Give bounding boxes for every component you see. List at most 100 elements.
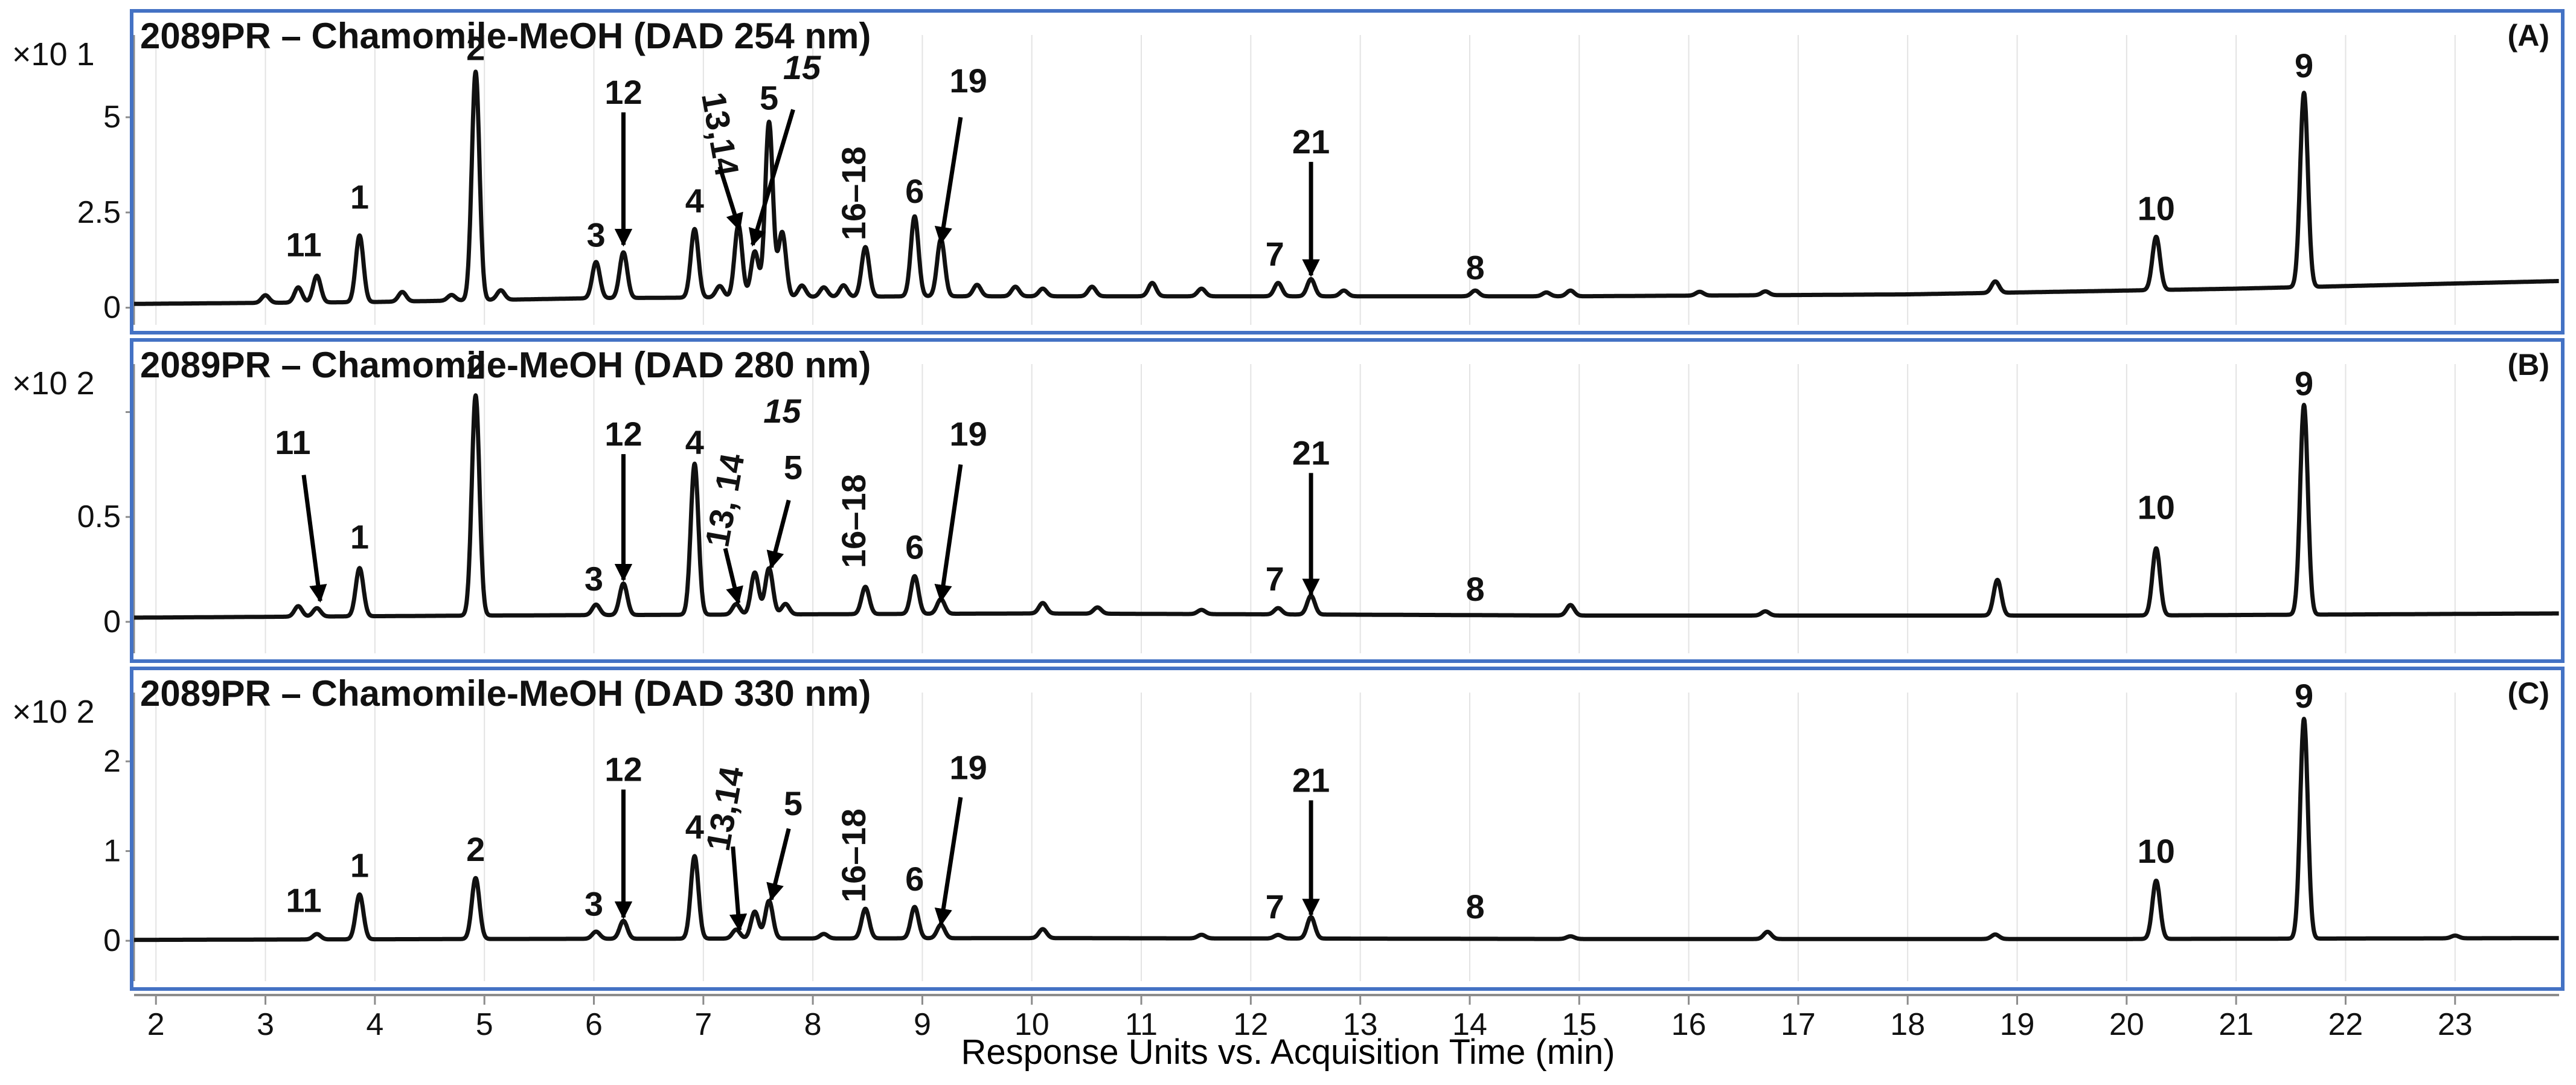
peak-label: 8 — [1466, 570, 1484, 608]
peak-arrow — [717, 166, 743, 232]
y-multiplier: ×10 1 — [12, 36, 95, 72]
peak-arrow — [934, 117, 963, 245]
x-tick-label: 11 — [1125, 1007, 1158, 1042]
x-tick-label: 8 — [804, 1007, 822, 1042]
peak-arrow — [723, 548, 743, 605]
peak-arrow — [748, 109, 795, 247]
peak-label: 12 — [604, 415, 642, 453]
x-tick-label: 9 — [914, 1007, 931, 1042]
peak-label: 8 — [1466, 888, 1484, 926]
y-multiplier: ×10 2 — [12, 694, 95, 730]
peak-label: 12 — [604, 751, 642, 789]
panel-title: 2089PR – Chamomile-MeOH (DAD 330 nm) — [140, 673, 871, 714]
peak-label: 2 — [466, 30, 485, 68]
peak-label: 19 — [949, 749, 987, 787]
peak-label: 6 — [905, 528, 924, 566]
panel-label: (B) — [2508, 348, 2549, 382]
x-tick-label: 12 — [1233, 1007, 1268, 1042]
peak-label: 4 — [685, 182, 704, 220]
chromatogram-trace — [132, 69, 2561, 306]
y-tick-label: 2.5 — [77, 195, 121, 230]
peak-label: 13,14 — [699, 764, 751, 854]
peak-label: 15 — [783, 48, 821, 86]
x-tick-label: 3 — [257, 1007, 274, 1042]
gridlines — [155, 35, 2456, 325]
x-tick-label: 15 — [1562, 1007, 1597, 1042]
x-tick-label: 22 — [2328, 1007, 2363, 1042]
y-axis: 02.55 — [77, 35, 135, 325]
peak-label: 21 — [1292, 123, 1330, 161]
x-tick-label: 10 — [1014, 1007, 1049, 1042]
peak-arrow — [766, 828, 791, 901]
peak-label: 13,14 — [694, 89, 746, 179]
x-tick-label: 13 — [1343, 1007, 1378, 1042]
peak-label: 15 — [763, 392, 801, 430]
panel-title: 2089PR – Chamomile-MeOH (DAD 280 nm) — [140, 345, 871, 385]
peak-label: 9 — [2295, 677, 2313, 715]
x-tick-label: 14 — [1452, 1007, 1487, 1042]
panel-frame — [130, 338, 2565, 663]
panel-frame — [130, 9, 2565, 334]
x-tick-label: 6 — [585, 1007, 603, 1042]
peak-label: 3 — [585, 885, 603, 923]
panel-label: (C) — [2508, 676, 2549, 710]
peak-arrow — [934, 796, 963, 927]
peak-label: 3 — [587, 216, 606, 254]
peak-label: 10 — [2138, 488, 2175, 526]
peak-label: 11 — [286, 225, 321, 263]
x-tick-label: 23 — [2438, 1007, 2473, 1042]
y-tick-label: 5 — [103, 100, 121, 135]
x-axis: 2 3 4 5 6 7 8 9 10 11 12 13 14 15 16 17 18 19 20 21 22 23 — [134, 994, 2559, 1042]
y-tick-label: 0 — [103, 923, 121, 958]
x-axis-label: Response Units vs. Acquisition Time (min… — [961, 1032, 1615, 1072]
peak-label: 19 — [949, 62, 987, 100]
peak-label: 10 — [2138, 832, 2175, 870]
peak-label: 5 — [760, 79, 778, 117]
peak-label: 11 — [286, 882, 321, 920]
y-tick-label: 1 — [103, 834, 121, 869]
panel-frame — [130, 667, 2565, 991]
peak-label: 6 — [905, 860, 924, 898]
x-tick-label: 20 — [2109, 1007, 2144, 1042]
peak-label: 5 — [784, 784, 803, 822]
peak-label: 2 — [466, 830, 485, 868]
x-tick-label: 2 — [147, 1007, 165, 1042]
peak-label: 21 — [1292, 761, 1330, 799]
peak-label: 16–18 — [835, 474, 873, 568]
peak-label: 2 — [466, 348, 485, 386]
peak-label: 12 — [604, 73, 642, 111]
peak-label: 6 — [905, 172, 924, 210]
gridlines — [155, 693, 2456, 981]
peak-label: 1 — [350, 847, 369, 885]
peak-label: 3 — [585, 560, 603, 598]
y-tick-label: 0.5 — [77, 499, 121, 534]
peak-arrow — [766, 499, 791, 569]
x-tick-label: 17 — [1781, 1007, 1816, 1042]
panel-label: (A) — [2508, 19, 2549, 53]
chromatogram-trace — [132, 717, 2561, 943]
peak-label: 9 — [2295, 365, 2313, 403]
peak-arrow — [729, 846, 748, 932]
peak-arrow — [934, 464, 963, 603]
x-tick-label: 21 — [2219, 1007, 2254, 1042]
peak-label: 9 — [2295, 46, 2313, 85]
peak-label: 8 — [1466, 248, 1484, 286]
x-tick-label: 16 — [1671, 1007, 1706, 1042]
peak-label: 13, 14 — [697, 450, 751, 549]
y-axis: 0 1 2 — [103, 693, 135, 981]
y-axis: 00.5 — [77, 364, 135, 653]
y-tick-label: 0 — [103, 290, 121, 325]
peak-label: 5 — [784, 449, 803, 487]
peak-label: 21 — [1292, 434, 1330, 472]
peak-label: 10 — [2138, 190, 2175, 228]
x-tick-label: 19 — [2000, 1007, 2035, 1042]
peak-label: 7 — [1266, 888, 1284, 926]
y-tick-label: 0 — [103, 604, 121, 639]
peak-label: 4 — [685, 808, 704, 846]
